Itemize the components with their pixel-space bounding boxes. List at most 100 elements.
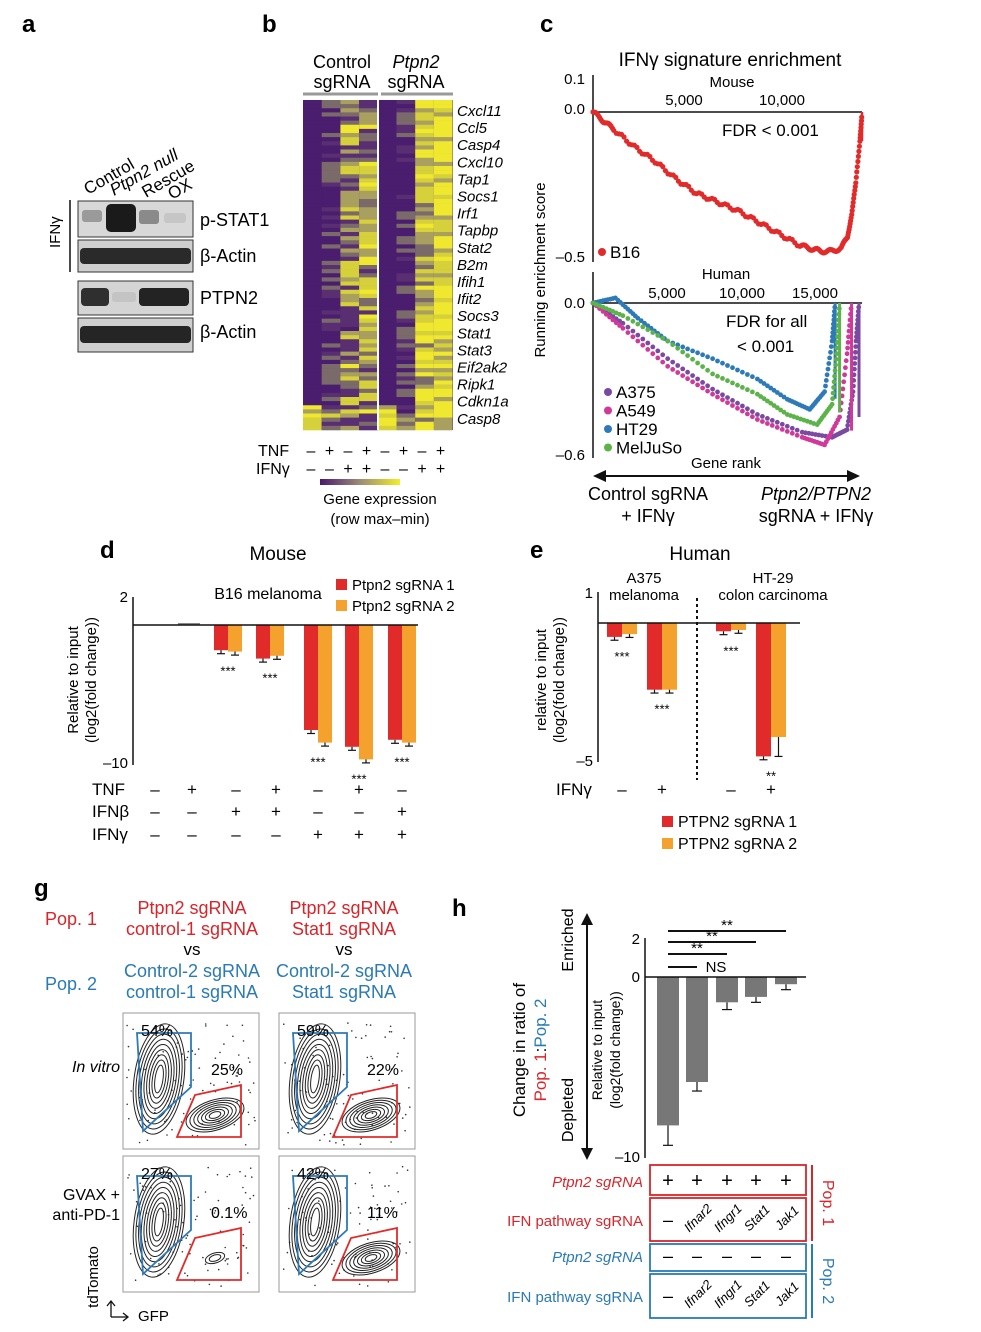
- flow-dot: [282, 1268, 285, 1270]
- gsea-point-a375: [846, 418, 851, 424]
- flow-dot: [242, 1040, 245, 1042]
- heatmap-cell: [359, 207, 378, 212]
- flow-contour: [154, 1207, 164, 1237]
- gsea-point-ht29: [822, 389, 827, 395]
- bar-h-ytick-1: 0: [632, 969, 640, 986]
- heatmap-cell: [303, 236, 322, 241]
- heatmap-cell: [415, 405, 434, 410]
- heatmap-cell: [396, 104, 416, 109]
- heatmap-cell: [303, 376, 322, 381]
- heatmap-cell: [433, 347, 453, 352]
- gsea-point-a375: [769, 418, 775, 423]
- bar-h-bars: [657, 977, 797, 1146]
- gsea-point-a375: [755, 412, 760, 417]
- heatmap-cell: [415, 166, 434, 171]
- heatmap-cell: [396, 421, 416, 427]
- bar-e-stars: ***: [723, 643, 738, 658]
- heatmap-cell: [340, 256, 360, 262]
- heatmap-cell: [396, 376, 416, 381]
- flow-dot: [286, 1251, 289, 1254]
- flow-contour: [299, 1043, 331, 1115]
- bar-d-tnf-value: –: [313, 780, 323, 799]
- flow-contour: [148, 1054, 170, 1104]
- heatmap-cell: [396, 359, 416, 365]
- heatmap-ifng-value: +: [417, 461, 426, 478]
- heatmap-cell: [433, 100, 453, 105]
- flow-contour: [353, 1104, 389, 1126]
- gsea-point-b16: [673, 174, 679, 180]
- gsea-point-ht29: [690, 348, 695, 354]
- gsea-left-label-1: Control sgRNA: [588, 484, 708, 504]
- flow-col1-pop1-2: control-1 sgRNA: [126, 919, 258, 939]
- gsea-mouse-ytick-1: 0.0: [564, 101, 585, 118]
- flow-contour: [135, 1171, 183, 1273]
- flow-col2-pop1-2: Stat1 sgRNA: [292, 919, 396, 939]
- flow-dot: [291, 1127, 294, 1129]
- flow-dot: [365, 1024, 368, 1026]
- heatmap-cell: [340, 298, 360, 303]
- gsea-point-a375: [852, 366, 857, 372]
- gsea-point-meljuso: [740, 385, 745, 390]
- heatmap-cell: [377, 405, 397, 410]
- bar-h-ylabel-outer: Change in ratio of: [510, 983, 529, 1117]
- heatmap-cell: [359, 182, 378, 187]
- bar-d-ifnb-value: +: [231, 802, 241, 821]
- gsea-point-ht29: [700, 352, 705, 358]
- heatmap-cell: [359, 240, 378, 245]
- heatmap-cell: [303, 413, 322, 418]
- gsea-point-b16: [647, 153, 653, 160]
- bar-h-pop2: Pop. 2: [819, 1258, 836, 1304]
- heatmap-cell: [377, 128, 397, 134]
- flow-dot: [204, 1023, 207, 1025]
- gsea-gene-rank: Gene rank: [691, 455, 762, 472]
- heatmap-cell: [303, 170, 322, 175]
- heatmap-cell: [340, 388, 360, 394]
- heatmap-cell: [303, 174, 322, 179]
- heatmap-cell: [377, 376, 397, 381]
- heatmap-cell: [321, 425, 341, 431]
- heatmap-cell: [321, 232, 341, 237]
- bar-h-enriched: Enriched: [560, 908, 577, 971]
- heatmap-cell: [433, 137, 453, 142]
- flow-dot: [335, 1243, 338, 1246]
- heatmap-cell: [415, 359, 434, 365]
- flow-contour: [345, 1242, 397, 1274]
- flow-dot: [208, 1283, 211, 1286]
- heatmap-cell: [303, 384, 322, 390]
- heatmap-tnf-value: +: [399, 443, 408, 460]
- flow-dot: [184, 1272, 186, 1274]
- panel-a-letter: a: [22, 11, 36, 38]
- flow-dot: [249, 1197, 251, 1200]
- gsea-point-meljuso: [645, 327, 651, 333]
- flow-dot: [251, 1176, 253, 1178]
- heatmap-cell: [377, 153, 397, 159]
- flow-dot: [358, 1283, 361, 1286]
- heatmap-cell: [340, 161, 360, 167]
- flow-contour: [146, 1049, 172, 1109]
- bar-d-row-tnf: TNF: [92, 780, 125, 799]
- heatmap-cell: [377, 326, 397, 332]
- heatmap-cell: [359, 178, 378, 183]
- heatmap-cell: [415, 199, 434, 204]
- bar-e-group2-1: HT-29: [753, 570, 794, 587]
- bar-d-ifnb-value: –: [150, 802, 160, 821]
- heatmap-cell: [303, 219, 322, 225]
- heatmap-cell: [340, 314, 360, 319]
- heatmap-tnf-value: –: [381, 443, 390, 460]
- flow-dot: [185, 1237, 187, 1239]
- panel-g: g Pop. 1 Pop. 2 Ptpn2 sgRNA control-1 sg…: [34, 875, 416, 1325]
- flow-dot: [202, 1256, 204, 1259]
- flow-dot: [167, 1273, 170, 1275]
- heatmap-cell: [340, 372, 360, 377]
- heatmap-cell: [303, 182, 322, 187]
- heatmap-cell: [377, 124, 397, 130]
- flow-dot: [128, 1117, 130, 1120]
- bar-d-tnf-value: –: [397, 780, 407, 799]
- gsea-point-meljuso: [829, 401, 835, 407]
- bar-d-title: Mouse: [249, 544, 306, 565]
- heatmap-cell: [359, 120, 378, 126]
- flow-dot: [370, 1218, 372, 1221]
- bar-e-group1-2: melanoma: [609, 587, 680, 604]
- flow-dot: [144, 1068, 146, 1071]
